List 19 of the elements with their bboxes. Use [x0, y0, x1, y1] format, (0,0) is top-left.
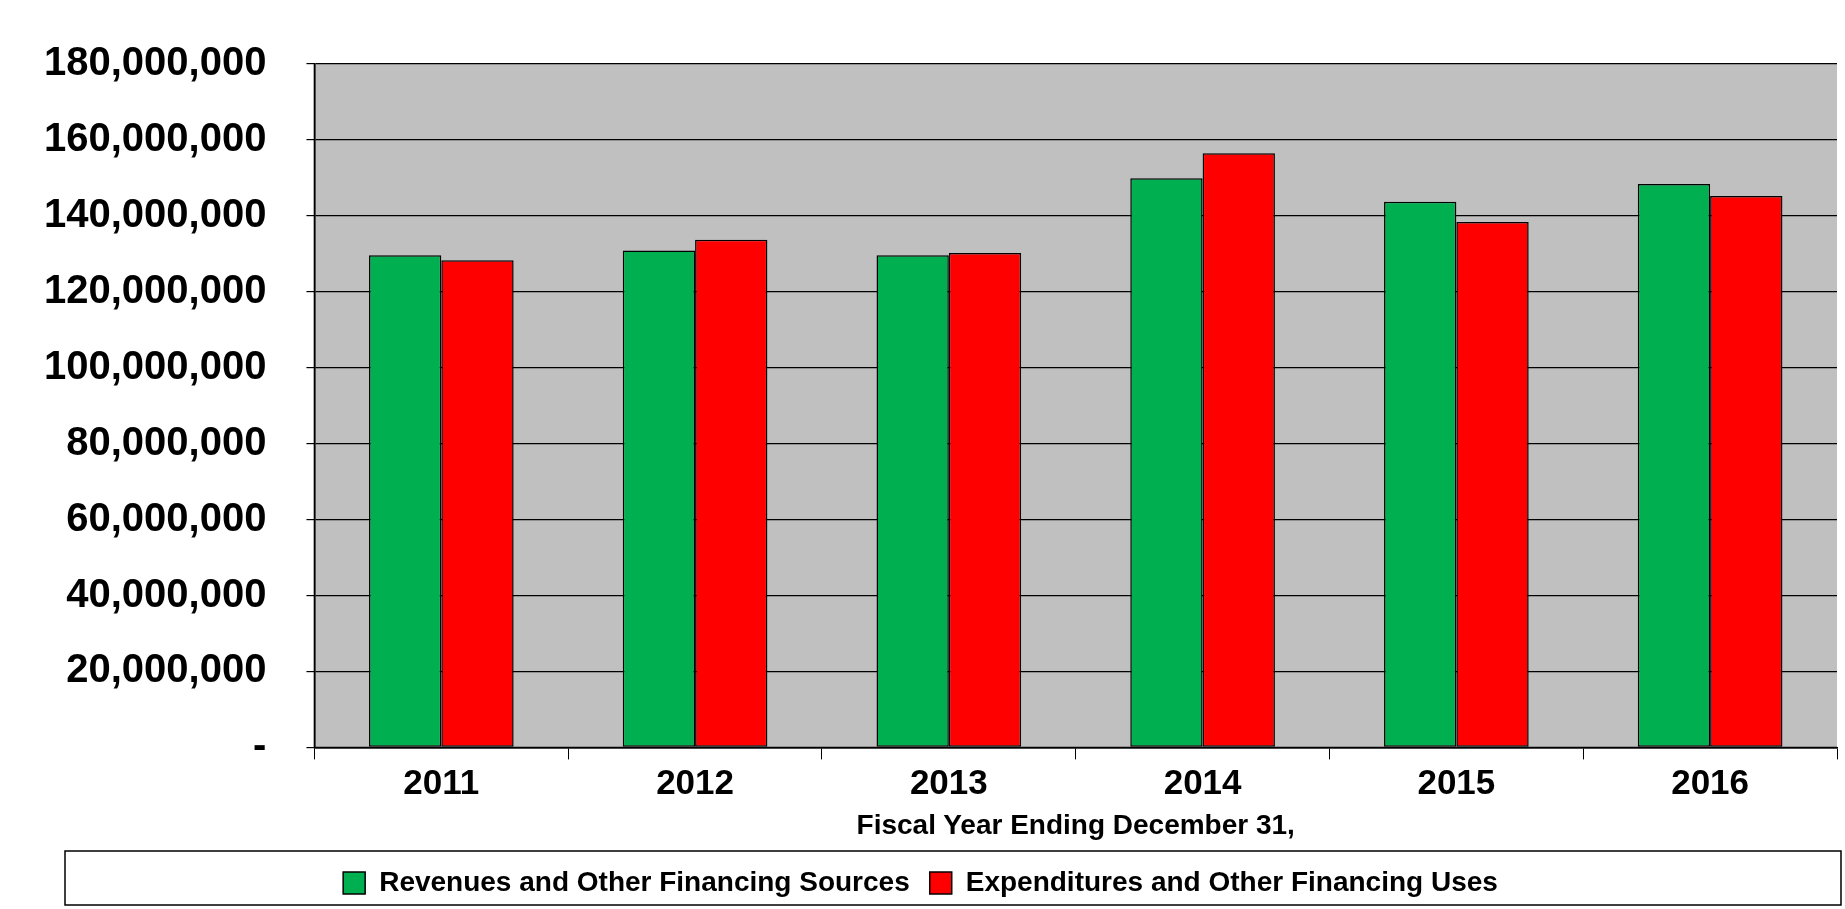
y-tick-label: 100,000,000 [43, 342, 267, 387]
y-tick-label: 60,000,000 [66, 494, 267, 539]
y-tick-label: 20,000,000 [66, 646, 267, 691]
y-tick-label: 40,000,000 [66, 570, 267, 615]
y-tick-label: 180,000,000 [43, 39, 267, 84]
y-tick-label: 140,000,000 [43, 190, 267, 235]
legend-label: Expenditures and Other Financing Uses [965, 865, 1498, 897]
x-tick-label: 2015 [1417, 762, 1496, 802]
y-tick-label: 160,000,000 [43, 114, 267, 159]
x-tick-label: 2013 [909, 762, 988, 802]
y-tick-label: 120,000,000 [43, 266, 267, 311]
y-tick-label: 80,000,000 [66, 418, 267, 463]
x-tick-label: 2011 [403, 762, 480, 802]
x-tick-label: 2014 [1163, 762, 1243, 802]
x-axis-title: Fiscal Year Ending December 31, [856, 808, 1295, 840]
x-tick-label: 2016 [1671, 762, 1750, 802]
legend-label: Revenues and Other Financing Sources [379, 865, 910, 897]
y-tick-label: - [253, 722, 267, 767]
x-tick-label: 2012 [656, 762, 735, 802]
